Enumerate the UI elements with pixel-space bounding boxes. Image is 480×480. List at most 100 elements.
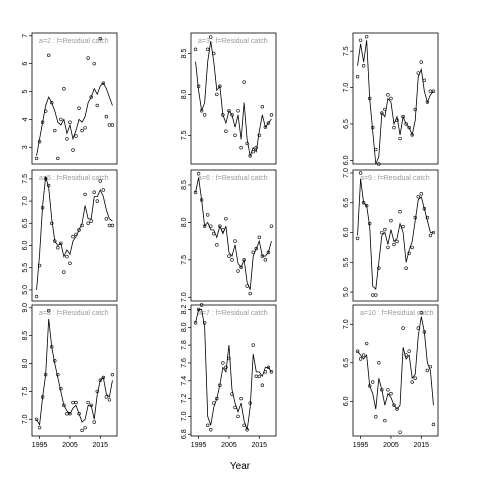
- data-point: [62, 270, 66, 274]
- x-tick-label: 2015: [93, 442, 109, 449]
- data-point: [193, 321, 198, 325]
- y-tick-label: 8.5: [22, 331, 29, 341]
- data-point: [431, 89, 436, 93]
- data-point: [89, 219, 93, 223]
- data-point: [380, 111, 384, 115]
- panel-title: a=2 : f=Residual catch: [39, 38, 109, 45]
- data-point: [98, 378, 103, 382]
- data-point: [59, 117, 63, 122]
- data-point: [65, 412, 69, 416]
- data-point: [205, 213, 210, 217]
- y-tick-label: 7.5: [22, 174, 29, 184]
- fit-line: [36, 82, 113, 156]
- data-point: [386, 93, 390, 97]
- data-point: [46, 53, 51, 57]
- data-point: [422, 207, 427, 211]
- data-point: [59, 386, 63, 391]
- x-axis-label: Year: [230, 461, 251, 472]
- y-tick-label: 7.0: [343, 83, 350, 93]
- data-point: [422, 330, 427, 334]
- y-tick-label: 6.0: [22, 241, 29, 251]
- panel-frame: [352, 169, 439, 302]
- data-point: [40, 206, 45, 210]
- data-point: [34, 417, 39, 421]
- data-point: [59, 241, 63, 245]
- data-point: [395, 407, 399, 411]
- data-point: [371, 125, 375, 130]
- y-tick-label: 6.5: [343, 119, 350, 129]
- data-point: [50, 345, 54, 349]
- panel-title: a=6 : f=Residual catch: [198, 175, 268, 182]
- data-point: [251, 150, 255, 154]
- data-point: [101, 81, 106, 85]
- data-point: [89, 95, 93, 99]
- data-point: [355, 349, 360, 353]
- data-point: [40, 120, 45, 124]
- data-point: [65, 254, 69, 259]
- y-tick-label: 7.5: [343, 46, 350, 56]
- data-point: [248, 401, 252, 405]
- y-tick-label: 7.0: [343, 319, 350, 329]
- data-point: [367, 96, 372, 101]
- data-point: [377, 266, 381, 270]
- data-point: [367, 221, 372, 226]
- y-tick-label: 7.0: [181, 411, 188, 421]
- data-point: [236, 414, 240, 419]
- data-point: [92, 420, 96, 424]
- data-point: [68, 261, 72, 265]
- data-point: [398, 430, 402, 434]
- y-tick-label: 6.5: [343, 198, 350, 208]
- data-point: [221, 361, 225, 365]
- data-point: [263, 258, 268, 262]
- data-point: [50, 100, 54, 105]
- data-point: [239, 145, 243, 150]
- y-tick-label: 8.5: [181, 48, 188, 58]
- data-point: [245, 428, 249, 432]
- data-point: [364, 341, 369, 346]
- data-point: [218, 84, 222, 88]
- data-point: [215, 92, 219, 97]
- data-point: [92, 190, 96, 194]
- data-point: [37, 140, 42, 144]
- data-point: [419, 60, 424, 64]
- y-tick-label: 9.0: [22, 303, 29, 313]
- data-point: [205, 47, 210, 52]
- data-point: [227, 109, 231, 113]
- data-point: [404, 353, 408, 357]
- data-point: [95, 389, 99, 394]
- data-point: [407, 349, 411, 353]
- data-point: [230, 392, 234, 396]
- data-point: [37, 425, 42, 430]
- y-tick-label: 5.0: [22, 285, 29, 295]
- fit-line: [357, 40, 434, 165]
- data-point: [233, 405, 237, 410]
- data-point: [251, 343, 255, 347]
- panel-title: a=9 : f=Residual catch: [360, 175, 430, 182]
- data-point: [380, 388, 384, 392]
- panel-frame: [352, 32, 439, 165]
- data-point: [248, 291, 252, 296]
- data-point: [43, 177, 48, 181]
- data-point: [257, 235, 262, 240]
- data-point: [413, 215, 417, 220]
- data-point: [92, 61, 96, 66]
- data-point: [224, 129, 228, 133]
- data-point: [236, 109, 240, 113]
- y-tick-label: 6.0: [343, 396, 350, 406]
- data-point: [80, 128, 84, 133]
- y-tick-label: 7.4: [181, 376, 188, 386]
- data-point: [199, 109, 204, 113]
- data-point: [202, 321, 207, 325]
- data-point: [193, 47, 198, 52]
- data-point: [209, 35, 213, 39]
- data-point: [212, 231, 216, 236]
- y-tick-label: 7.0: [343, 168, 350, 178]
- data-point: [398, 136, 402, 141]
- data-point: [80, 223, 84, 228]
- data-point: [428, 89, 433, 93]
- data-point: [401, 224, 405, 229]
- data-point: [95, 199, 99, 203]
- data-point: [215, 243, 219, 247]
- data-point: [431, 422, 436, 427]
